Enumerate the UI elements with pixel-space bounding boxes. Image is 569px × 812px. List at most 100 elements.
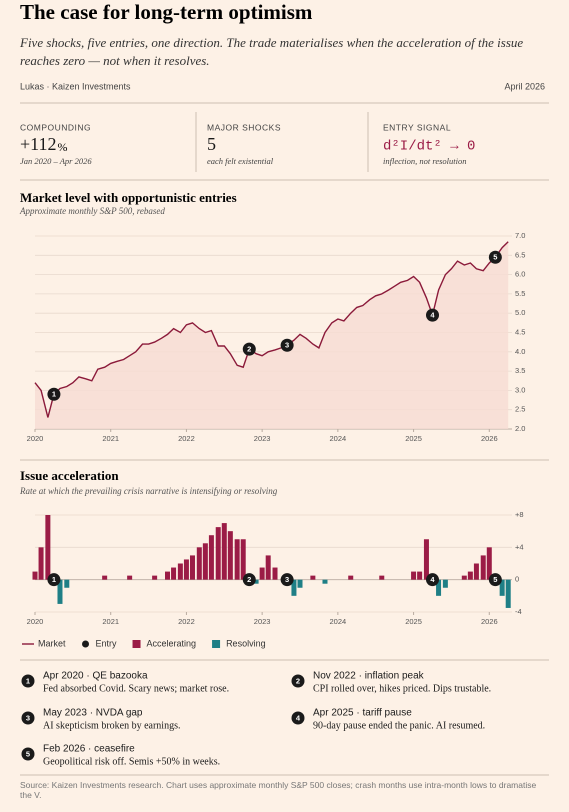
bar (45, 515, 51, 580)
stat-value: +112 (20, 134, 56, 154)
bar (411, 571, 417, 580)
bar (152, 575, 158, 580)
x-tick-label: 2026 (481, 434, 498, 443)
byline: Lukas · Kaizen Investments (20, 81, 131, 91)
y-tick-label: 2.5 (515, 405, 525, 414)
y-tick-label: 3.5 (515, 366, 525, 375)
entry-label: 2 (247, 575, 251, 584)
bar (196, 547, 202, 580)
note-title: May 2023 · NVDA gap (43, 708, 143, 719)
legend-swatch (132, 640, 141, 648)
x-tick-label: 2024 (330, 617, 347, 626)
entry-label: 3 (285, 575, 289, 584)
note-marker (291, 711, 305, 725)
bar (189, 555, 195, 580)
entry-label: 2 (247, 345, 251, 354)
source: Source: Kaizen Investments research. Cha… (20, 780, 537, 800)
x-tick-label: 2024 (330, 434, 347, 443)
y-tick-label: -4 (515, 607, 522, 616)
bar (183, 559, 189, 580)
subtitle: Five shocks, five entries, one direction… (20, 35, 524, 68)
stat-unit: % (57, 140, 67, 154)
bar (259, 567, 265, 580)
bar (480, 555, 486, 580)
bar (379, 575, 385, 580)
y-tick-label: 0 (515, 575, 519, 584)
bar (272, 567, 278, 580)
stat-note: each felt existential (207, 156, 274, 166)
note-marker (21, 747, 35, 761)
note-title: Nov 2022 · inflation peak (313, 671, 425, 682)
bar (322, 579, 328, 584)
bar (265, 555, 271, 580)
bar (442, 579, 448, 588)
bar (310, 575, 316, 580)
bar (208, 535, 214, 580)
chart-subtitle: Rate at which the prevailing crisis narr… (19, 486, 278, 496)
bar (215, 527, 221, 580)
entry-marker (47, 387, 61, 401)
chart-title: Market level with opportunistic entries (20, 190, 237, 205)
bar (64, 579, 70, 588)
entry-label: 4 (430, 311, 435, 320)
line (34, 241, 509, 418)
x-tick-label: 2020 (27, 617, 44, 626)
x-tick-label: 2021 (102, 617, 119, 626)
note-marker (21, 711, 35, 725)
stat-label: ENTRY SIGNAL (383, 122, 451, 132)
bar (467, 571, 473, 580)
x-tick-label: 2023 (254, 617, 271, 626)
bar (348, 575, 354, 580)
bar (227, 531, 233, 580)
bar (165, 571, 170, 580)
entry-marker (47, 573, 61, 587)
bar (102, 575, 108, 580)
x-tick-label: 2025 (405, 617, 422, 626)
entry-marker (242, 573, 256, 587)
bar (57, 579, 63, 604)
x-tick-label: 2026 (481, 617, 498, 626)
y-tick-label: +8 (515, 510, 524, 519)
bar (291, 579, 297, 596)
y-tick-label: 4.0 (515, 347, 525, 356)
bar (221, 523, 227, 580)
entry-label: 4 (430, 575, 435, 584)
entry-marker (280, 338, 294, 352)
bar (234, 539, 240, 580)
note-text: CPI rolled over, hikes priced. Dips trus… (313, 683, 491, 694)
entry-label: 3 (285, 341, 289, 350)
entry-label: 1 (52, 390, 56, 399)
y-tick-label: +4 (515, 542, 524, 551)
bar (505, 579, 511, 608)
note-number: 2 (296, 676, 300, 685)
entry-label: 5 (493, 575, 497, 584)
x-tick-label: 2022 (178, 617, 195, 626)
bar (202, 543, 208, 580)
note-text: Geopolitical risk off. Semis +50% in wee… (43, 756, 220, 767)
stat-value: 5 (207, 134, 216, 154)
stat-value: d²I/dt² → 0 (383, 139, 475, 155)
x-tick-label: 2022 (178, 434, 195, 443)
bar (473, 563, 479, 580)
legend-label: Market (38, 638, 66, 648)
y-tick-label: 5.5 (515, 289, 525, 298)
note-text: Fed absorbed Covid. Scary news; market r… (43, 683, 229, 694)
title: The case for long-term optimism (20, 0, 313, 24)
entry-label: 5 (493, 253, 497, 262)
x-tick-label: 2021 (102, 434, 119, 443)
note-marker (21, 674, 35, 688)
y-tick-label: 3.0 (515, 385, 525, 394)
stat-note: inflection, not resolution (383, 156, 467, 166)
area (35, 241, 509, 429)
bar (240, 539, 246, 580)
bar (417, 571, 423, 580)
bar (32, 571, 38, 580)
note-title: Apr 2025 · tariff pause (313, 708, 412, 719)
entry-marker (242, 342, 256, 356)
entry-marker (488, 250, 502, 264)
note-title: Feb 2026 · ceasefire (43, 744, 135, 755)
bar (38, 547, 44, 580)
chart-subtitle: Approximate monthly S&P 500, rebased (19, 206, 165, 216)
